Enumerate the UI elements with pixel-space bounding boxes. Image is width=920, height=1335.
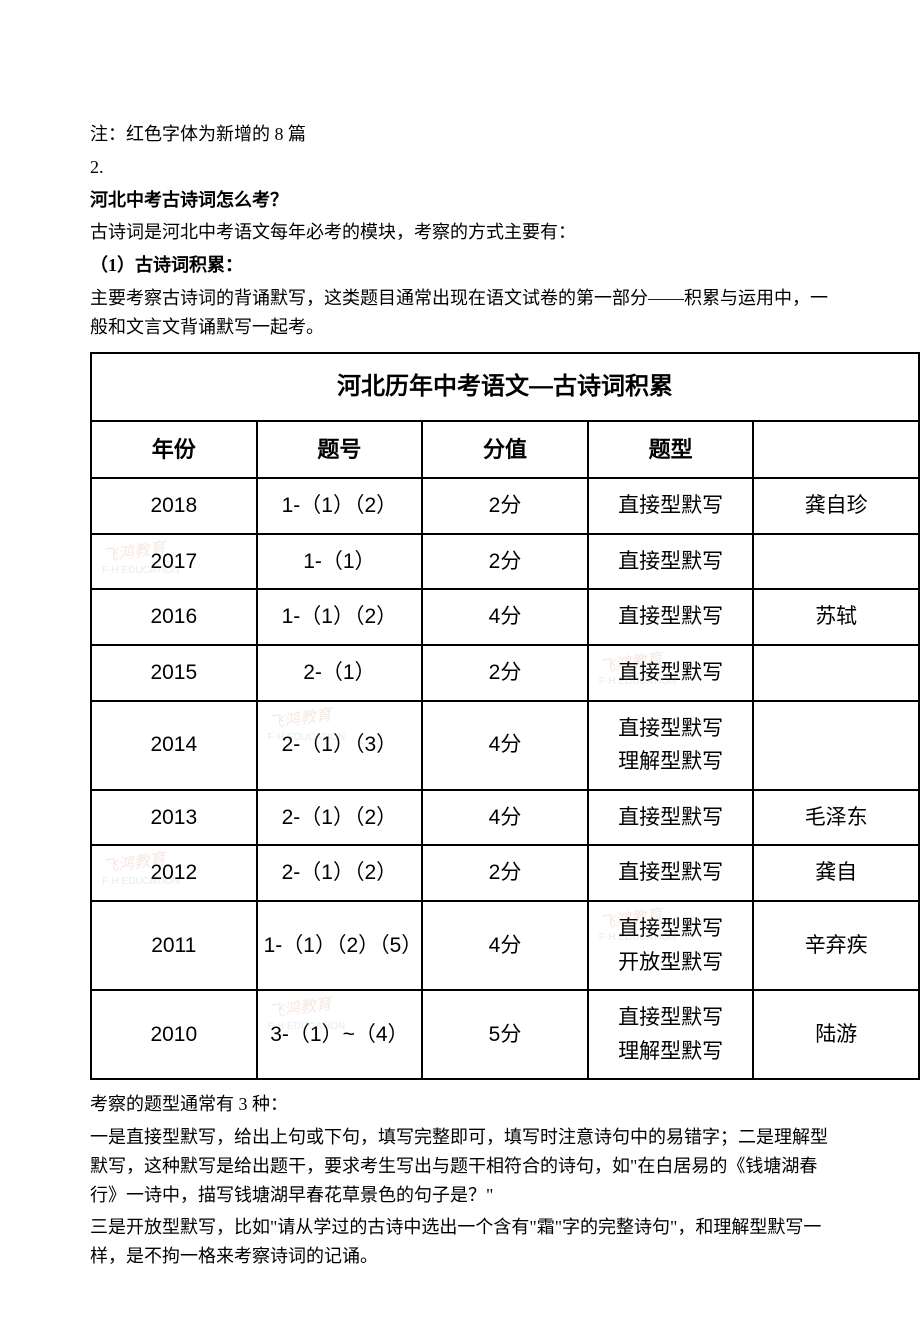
cell-type: 直接型默写理解型默写	[588, 701, 754, 790]
watermark-sub: F·H EDUCATION	[268, 1019, 346, 1035]
cell-year: 2017飞鸿教育F·H EDUCATION	[91, 534, 257, 590]
cell-year: 2015	[91, 645, 257, 701]
intro-num: 2.	[90, 153, 830, 182]
cell-year: 2013	[91, 790, 257, 846]
table-title: 河北历年中考语文—古诗词积累	[91, 353, 919, 421]
outro-line3: 三是开放型默写，比如"请从学过的古诗中选出一个含有"霜"字的完整诗句"，和理解型…	[90, 1213, 830, 1271]
table-row: 20161-（1）（2）4分直接型默写苏轼	[91, 589, 919, 645]
cell-score: 4分	[422, 589, 588, 645]
cell-score: 2分	[422, 845, 588, 901]
cell-num: 2-（1）（3）飞鸿教育F·H EDUCATION	[257, 701, 423, 790]
cell-num: 2-（1）（2）	[257, 845, 423, 901]
outro-line1: 考察的题型通常有 3 种：	[90, 1090, 830, 1119]
cell-last	[753, 645, 919, 701]
cell-last: 毛泽东	[753, 790, 919, 846]
intro-sub1-desc: 主要考察古诗词的背诵默写，这类题目通常出现在语文试卷的第一部分——积累与运用中，…	[90, 284, 830, 342]
cell-type: 直接型默写理解型默写	[588, 990, 754, 1079]
cell-last: 龚自	[753, 845, 919, 901]
cell-year: 2010	[91, 990, 257, 1079]
watermark: 飞鸿教育	[597, 647, 664, 681]
cell-last	[753, 534, 919, 590]
intro-question: 河北中考古诗词怎么考？	[90, 186, 830, 215]
watermark: 飞鸿教育	[101, 847, 168, 881]
cell-year: 2016	[91, 589, 257, 645]
header-score: 分值	[422, 421, 588, 478]
header-num: 题号	[257, 421, 423, 478]
cell-type: 直接型默写	[588, 845, 754, 901]
cell-last: 龚自珍	[753, 478, 919, 534]
cell-type: 直接型默写	[588, 589, 754, 645]
intro-note: 注：红色字体为新增的 8 篇	[90, 120, 830, 149]
cell-score: 4分	[422, 901, 588, 990]
watermark: 飞鸿教育	[266, 992, 333, 1026]
cell-num: 1-（1）（2）（5）	[257, 901, 423, 990]
cell-year: 2014	[91, 701, 257, 790]
table-header-row: 年份 题号 分值 题型	[91, 421, 919, 478]
watermark-sub: F·H EDUCATION	[268, 730, 346, 746]
cell-score: 4分	[422, 701, 588, 790]
watermark-sub: F·H EDUCATION	[599, 674, 677, 690]
table-row: 20111-（1）（2）（5）4分直接型默写开放型默写飞鸿教育F·H EDUCA…	[91, 901, 919, 990]
cell-type: 直接型默写飞鸿教育F·H EDUCATION	[588, 645, 754, 701]
watermark-sub: F·H EDUCATION	[102, 563, 180, 579]
cell-last	[753, 701, 919, 790]
cell-score: 2分	[422, 534, 588, 590]
cell-type: 直接型默写	[588, 478, 754, 534]
table-row: 20152-（1）2分直接型默写飞鸿教育F·H EDUCATION	[91, 645, 919, 701]
table-row: 20181-（1）（2）2分直接型默写龚自珍	[91, 478, 919, 534]
cell-num: 2-（1）	[257, 645, 423, 701]
table-row: 20142-（1）（3）飞鸿教育F·H EDUCATION4分直接型默写理解型默…	[91, 701, 919, 790]
outro-line2: 一是直接型默写，给出上句或下句，填写完整即可，填写时注意诗句中的易错字；二是理解…	[90, 1123, 830, 1209]
cell-num: 1-（1）（2）	[257, 478, 423, 534]
cell-last: 苏轼	[753, 589, 919, 645]
cell-last: 辛弃疾	[753, 901, 919, 990]
table-row: 2012飞鸿教育F·H EDUCATION2-（1）（2）2分直接型默写龚自	[91, 845, 919, 901]
intro-desc1: 古诗词是河北中考语文每年必考的模块，考察的方式主要有：	[90, 218, 830, 247]
table-row: 20103-（1）~（4）飞鸿教育F·H EDUCATION5分直接型默写理解型…	[91, 990, 919, 1079]
cell-score: 5分	[422, 990, 588, 1079]
cell-type: 直接型默写	[588, 790, 754, 846]
watermark: 飞鸿教育	[266, 702, 333, 736]
table-row: 2017飞鸿教育F·H EDUCATION1-（1）2分直接型默写	[91, 534, 919, 590]
cell-score: 2分	[422, 645, 588, 701]
data-table-container: 河北历年中考语文—古诗词积累 年份 题号 分值 题型 20181-（1）（2）2…	[90, 352, 920, 1081]
exam-data-table: 河北历年中考语文—古诗词积累 年份 题号 分值 题型 20181-（1）（2）2…	[90, 352, 920, 1081]
cell-year: 2012飞鸿教育F·H EDUCATION	[91, 845, 257, 901]
table-row: 20132-（1）（2）4分直接型默写毛泽东	[91, 790, 919, 846]
table-title-row: 河北历年中考语文—古诗词积累	[91, 353, 919, 421]
cell-year: 2018	[91, 478, 257, 534]
cell-num: 3-（1）~（4）飞鸿教育F·H EDUCATION	[257, 990, 423, 1079]
cell-score: 4分	[422, 790, 588, 846]
watermark-sub: F·H EDUCATION	[102, 874, 180, 890]
cell-last: 陆游	[753, 990, 919, 1079]
cell-num: 1-（1）（2）	[257, 589, 423, 645]
cell-num: 1-（1）	[257, 534, 423, 590]
header-year: 年份	[91, 421, 257, 478]
cell-type: 直接型默写	[588, 534, 754, 590]
intro-sub1-title: （1）古诗词积累：	[90, 251, 830, 280]
cell-score: 2分	[422, 478, 588, 534]
header-last	[753, 421, 919, 478]
cell-year: 2011	[91, 901, 257, 990]
header-type: 题型	[588, 421, 754, 478]
watermark: 飞鸿教育	[101, 535, 168, 569]
cell-num: 2-（1）（2）	[257, 790, 423, 846]
cell-type: 直接型默写开放型默写飞鸿教育F·H EDUCATION	[588, 901, 754, 990]
